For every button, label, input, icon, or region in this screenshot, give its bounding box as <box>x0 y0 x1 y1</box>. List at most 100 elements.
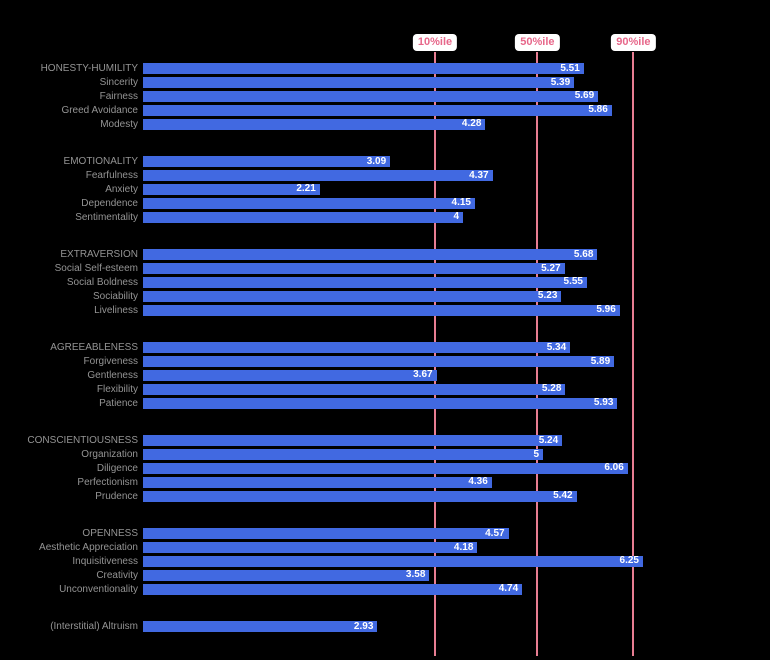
facet-label: Social Self-esteem <box>54 263 138 275</box>
facet-label: Patience <box>99 397 138 409</box>
bar-area: 6.06 <box>143 462 770 474</box>
score-bar: 5.89 <box>143 355 615 368</box>
score-bar: 5 <box>143 448 543 461</box>
score-bar: 2.93 <box>143 620 378 633</box>
score-value-label: 6.06 <box>604 462 624 474</box>
facet-label: Social Boldness <box>66 276 138 288</box>
bar-area: 4 <box>143 211 770 223</box>
facet-label: (Interstitial) Altruism <box>50 621 138 633</box>
score-value-label: 5.96 <box>596 304 616 316</box>
chart-row: Greed Avoidance 5.86 <box>0 103 770 117</box>
factor-label: OPENNESS <box>82 528 138 540</box>
bar-area: 4.37 <box>143 169 770 182</box>
score-value-label: 5.89 <box>590 355 611 367</box>
percentile-line <box>434 52 436 656</box>
chart-row: Dependence 4.15 <box>0 196 770 210</box>
score-bar: 5.27 <box>143 263 565 275</box>
facet-label: Diligence <box>96 462 138 474</box>
score-bar: 5.28 <box>143 383 566 395</box>
chart-row: Flexibility 5.28 <box>0 382 770 396</box>
score-value-label: 4.28 <box>461 118 482 130</box>
score-bar: 5.68 <box>143 249 598 261</box>
facet-label: Sociability <box>92 290 138 302</box>
bar-area: 5.55 <box>143 276 770 288</box>
factor-label: CONSCIENTIOUSNESS <box>27 435 138 447</box>
score-bar: 5.39 <box>143 77 575 89</box>
score-value-label: 5.28 <box>541 383 562 395</box>
factor-label: AGREEABLENESS <box>50 342 138 354</box>
chart-row: Gentleness 3.67 <box>0 369 770 383</box>
chart-row: Sincerity 5.39 <box>0 76 770 90</box>
facet-label: Modesty <box>100 118 138 130</box>
score-bar: 2.21 <box>143 183 320 195</box>
score-value-label: 5.51 <box>560 62 580 74</box>
facet-label: Fairness <box>99 90 138 102</box>
trait-group: OPENNESS 4.57 Aesthetic Appreciation 4.18 In… <box>0 527 770 596</box>
score-bar: 4.18 <box>143 541 478 554</box>
facet-label: Forgiveness <box>83 356 138 368</box>
score-value-label: 4.18 <box>453 541 474 553</box>
factor-label: EXTRAVERSION <box>60 249 138 261</box>
score-value-label: 2.93 <box>353 620 374 632</box>
facet-label: Prudence <box>95 490 138 502</box>
chart-row: Forgiveness 5.89 <box>0 355 770 369</box>
percentile-label: 90%ile <box>611 34 656 51</box>
bar-area: 2.21 <box>143 183 770 195</box>
facet-label: Organization <box>81 449 138 461</box>
chart-row: Prudence 5.42 <box>0 489 770 503</box>
percentile-label: 10%ile <box>412 34 458 51</box>
facet-label: Fearfulness <box>85 170 138 182</box>
bar-area: 3.09 <box>143 155 770 168</box>
score-bar: 5.23 <box>143 290 562 302</box>
chart-row: Patience 5.93 <box>0 396 770 410</box>
chart-row: Liveliness 5.96 <box>0 303 770 317</box>
facet-label: Anxiety <box>105 183 138 195</box>
score-bar: 4.57 <box>143 527 509 540</box>
percentile-line <box>536 52 539 656</box>
score-value-label: 4.37 <box>469 169 489 181</box>
facet-label: Perfectionism <box>77 476 138 488</box>
trait-group: AGREEABLENESS 5.34 Forgiveness 5.89 Gentlene… <box>0 341 770 410</box>
chart-row: CONSCIENTIOUSNESS 5.24 <box>0 434 770 448</box>
score-value-label: 6.25 <box>619 555 639 567</box>
score-value-label: 4.57 <box>485 527 505 539</box>
chart-row: Anxiety 2.21 <box>0 183 770 197</box>
score-value-label: 4 <box>453 211 459 223</box>
chart-row: Social Self-esteem 5.27 <box>0 262 770 276</box>
bar-area: 5.39 <box>143 77 770 89</box>
score-bar: 5.93 <box>143 397 618 409</box>
trait-group: EMOTIONALITY 3.09 Fearfulness 4.37 Anxiety 2.… <box>0 155 770 224</box>
chart-row: Modesty 4.28 <box>0 117 770 131</box>
bar-area: 5.34 <box>143 342 770 354</box>
score-value-label: 4.74 <box>498 583 519 594</box>
score-value-label: 5.55 <box>563 276 583 288</box>
bar-area: 5.27 <box>143 263 770 275</box>
score-bar: 5.96 <box>143 304 620 316</box>
score-value-label: 5.42 <box>553 490 573 502</box>
facet-label: Inquisitiveness <box>72 555 138 567</box>
score-bar: 5.55 <box>143 276 587 288</box>
chart-row: Social Boldness 5.55 <box>0 276 770 290</box>
facet-label: Flexibility <box>96 383 138 395</box>
trait-group: EXTRAVERSION 5.68 Social Self-esteem 5.27 So… <box>0 248 770 317</box>
bar-area: 5.86 <box>143 104 770 116</box>
chart-row: Sentimentality 4 <box>0 210 770 224</box>
bar-area: 4.57 <box>143 527 770 540</box>
score-value-label: 5 <box>533 448 539 460</box>
score-value-label: 3.09 <box>366 155 387 167</box>
bar-area: 5.96 <box>143 304 770 316</box>
percentile-line <box>632 52 635 656</box>
bar-area: 5.68 <box>143 249 770 261</box>
score-bar: 4.15 <box>143 197 475 209</box>
bar-area: 5.89 <box>143 355 770 368</box>
bar-area: 5.69 <box>143 90 770 102</box>
score-value-label: 4.36 <box>468 476 488 488</box>
score-value-label: 5.69 <box>574 90 595 102</box>
bar-area: 6.25 <box>143 555 770 567</box>
facet-label: Dependence <box>81 197 138 209</box>
score-value-label: 5.24 <box>538 434 559 446</box>
score-value-label: 5.86 <box>588 104 608 116</box>
chart-row: Perfectionism 4.36 <box>0 475 770 489</box>
score-bar: 4 <box>143 211 463 223</box>
